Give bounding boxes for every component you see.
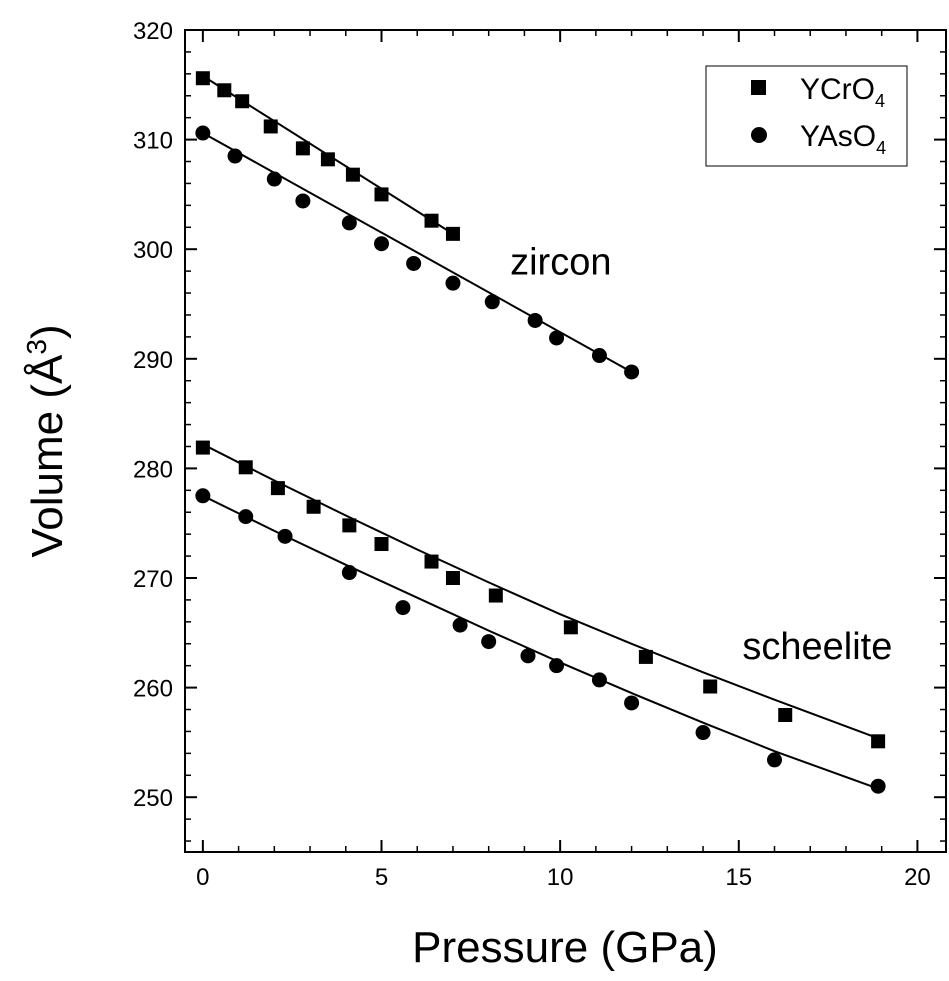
- data-point-ycro4-scheelite: [270, 481, 285, 496]
- y-tick-labels: 250 260 270 280 290 300 310 320: [133, 18, 173, 812]
- legend-label-yaso4: YAsO4: [800, 120, 886, 158]
- data-point-yaso4-scheelite: [277, 528, 293, 544]
- data-point-yaso4-zircon: [374, 236, 390, 252]
- data-point-yaso4-zircon: [624, 364, 640, 380]
- scheelite-annotation: scheelite: [742, 626, 892, 668]
- data-point-ycro4-zircon: [235, 94, 250, 109]
- data-point-ycro4-zircon: [424, 213, 439, 228]
- data-point-yaso4-zircon: [591, 348, 607, 364]
- data-point-yaso4-scheelite: [395, 600, 411, 616]
- fit-lines: [202, 75, 875, 789]
- data-point-yaso4-zircon: [445, 275, 461, 291]
- data-point-ycro4-zircon: [445, 226, 460, 241]
- y-tick-label: 310: [133, 128, 173, 155]
- y-tick-label: 290: [133, 347, 173, 374]
- data-point-ycro4-zircon: [345, 167, 360, 182]
- data-point-yaso4-zircon: [295, 193, 311, 209]
- data-point-ycro4-scheelite: [342, 518, 357, 533]
- zircon-annotation: zircon: [510, 241, 611, 283]
- legend-square-marker: [751, 80, 766, 95]
- y-axis-title: Volume (Å3): [21, 324, 72, 557]
- data-point-ycro4-scheelite: [703, 679, 718, 694]
- y-axis-title-main: Volume (: [23, 384, 72, 558]
- legend: YCrO4 YAsO4: [705, 65, 908, 167]
- y-tick-label: 250: [133, 785, 173, 812]
- data-point-yaso4-zircon: [195, 125, 211, 141]
- fit-line-yaso4-scheelite: [202, 494, 875, 789]
- x-tick-label: 15: [725, 864, 752, 891]
- legend-circle-marker: [751, 127, 767, 143]
- data-point-ycro4-scheelite: [445, 571, 460, 585]
- data-point-yaso4-scheelite: [624, 695, 640, 711]
- data-point-yaso4-scheelite: [549, 658, 565, 674]
- data-point-ycro4-scheelite: [195, 440, 210, 455]
- data-point-yaso4-scheelite: [481, 634, 497, 650]
- y-tick-label: 270: [133, 566, 173, 593]
- x-axis-title: Pressure (GPa): [412, 923, 718, 972]
- data-point-ycro4-zircon: [374, 187, 389, 202]
- data-point-ycro4-scheelite: [778, 708, 793, 722]
- data-point-yaso4-zircon: [266, 171, 282, 187]
- data-point-ycro4-scheelite: [871, 734, 886, 749]
- data-point-ycro4-scheelite: [563, 620, 578, 635]
- data-point-yaso4-scheelite: [520, 648, 536, 664]
- data-point-yaso4-scheelite: [695, 725, 711, 741]
- y-axis-title-unit: Å: [23, 354, 72, 384]
- plot-frame: [184, 29, 947, 853]
- x-tick-labels: 0 5 10 15 20: [196, 864, 931, 891]
- data-point-yaso4-zircon: [484, 294, 500, 310]
- legend-box: [705, 65, 908, 167]
- y-axis-title-exponent: 3: [21, 339, 52, 355]
- data-point-ycro4-zircon: [320, 152, 335, 167]
- data-point-yaso4-zircon: [341, 215, 357, 231]
- y-tick-label: 260: [133, 676, 173, 703]
- fit-line-ycro4-scheelite: [202, 443, 875, 738]
- data-points: [195, 71, 886, 794]
- data-point-yaso4-scheelite: [452, 617, 468, 633]
- data-point-ycro4-scheelite: [638, 649, 653, 664]
- data-point-yaso4-scheelite: [341, 565, 357, 581]
- data-point-yaso4-zircon: [527, 312, 543, 328]
- data-point-yaso4-zircon: [406, 255, 422, 271]
- data-point-ycro4-zircon: [295, 141, 310, 156]
- data-point-ycro4-scheelite: [238, 460, 253, 475]
- data-point-yaso4-scheelite: [238, 509, 254, 525]
- legend-label-ycro4: YCrO4: [800, 73, 885, 111]
- x-tick-label: 10: [547, 864, 574, 891]
- data-point-ycro4-zircon: [263, 119, 278, 134]
- data-point-ycro4-scheelite: [488, 588, 503, 603]
- data-point-ycro4-zircon: [195, 71, 210, 86]
- x-tick-label: 20: [904, 864, 931, 891]
- y-axis-title-close: ): [23, 324, 72, 339]
- data-point-yaso4-zircon: [549, 330, 565, 346]
- data-point-ycro4-scheelite: [374, 537, 389, 552]
- data-point-ycro4-zircon: [217, 83, 232, 98]
- y-tick-label: 300: [133, 237, 173, 264]
- data-point-yaso4-zircon: [227, 148, 243, 164]
- data-point-yaso4-scheelite: [767, 752, 783, 768]
- data-point-yaso4-scheelite: [195, 488, 211, 504]
- data-point-yaso4-scheelite: [870, 778, 886, 794]
- x-tick-label: 5: [375, 864, 388, 891]
- y-tick-label: 280: [133, 456, 173, 483]
- data-point-yaso4-scheelite: [591, 672, 607, 688]
- y-tick-label: 320: [133, 18, 173, 45]
- data-point-ycro4-scheelite: [424, 554, 439, 569]
- data-point-ycro4-scheelite: [306, 499, 321, 514]
- x-tick-label: 0: [196, 864, 209, 891]
